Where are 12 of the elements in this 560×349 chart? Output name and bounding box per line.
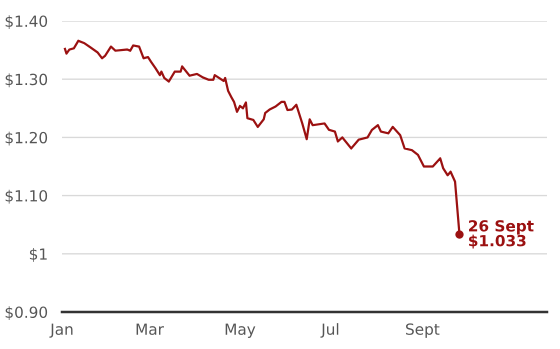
x-tick-label: Sept [406, 323, 440, 338]
annotation: 26 Sept $1.033 [469, 220, 534, 248]
x-tick-label: Jan [49, 324, 72, 338]
y-tick-label: $1.10 [6, 190, 48, 204]
x-tick-label: Jul [320, 323, 338, 338]
y-tick-label: $1.20 [6, 132, 48, 146]
y-tick-label: $1 [30, 248, 47, 262]
x-tick-label: May [226, 324, 256, 338]
x-tick-label: Mar [136, 324, 164, 335]
y-tick-label: $1.40 [6, 15, 48, 30]
y-tick-label: $1.30 [6, 73, 48, 88]
y-tick-label: $0.90 [6, 306, 48, 320]
